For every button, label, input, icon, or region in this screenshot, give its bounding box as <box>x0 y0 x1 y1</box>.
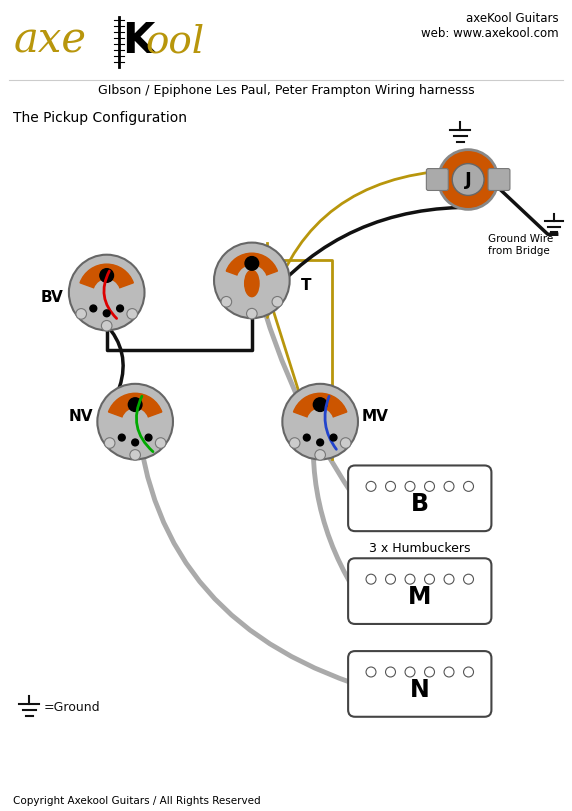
Circle shape <box>221 297 232 307</box>
Circle shape <box>128 398 142 411</box>
Text: Copyright Axekool Guitars / All Rights Reserved: Copyright Axekool Guitars / All Rights R… <box>13 796 261 806</box>
Text: NV: NV <box>68 410 93 424</box>
Circle shape <box>315 449 325 460</box>
Wedge shape <box>293 393 347 417</box>
Text: =Ground: =Ground <box>43 701 100 714</box>
Text: ool: ool <box>146 24 205 61</box>
Circle shape <box>247 308 257 319</box>
Text: T: T <box>301 278 312 293</box>
Wedge shape <box>109 393 162 417</box>
Circle shape <box>127 309 137 320</box>
Circle shape <box>156 438 166 448</box>
Circle shape <box>132 439 138 446</box>
FancyBboxPatch shape <box>348 558 491 624</box>
Wedge shape <box>227 253 277 275</box>
Text: Ground Wire
from Bridge: Ground Wire from Bridge <box>488 234 553 255</box>
Text: 3 x Humbuckers: 3 x Humbuckers <box>369 542 471 555</box>
FancyBboxPatch shape <box>348 651 491 717</box>
Circle shape <box>76 309 86 320</box>
Circle shape <box>100 268 113 282</box>
Circle shape <box>452 164 484 195</box>
Circle shape <box>330 434 337 441</box>
Circle shape <box>444 482 454 491</box>
Circle shape <box>104 310 110 317</box>
Circle shape <box>130 449 141 460</box>
Circle shape <box>90 305 97 312</box>
Text: M: M <box>408 585 431 609</box>
Text: B: B <box>411 492 429 517</box>
Circle shape <box>289 438 300 448</box>
Circle shape <box>117 305 124 312</box>
Text: K: K <box>122 20 154 62</box>
Circle shape <box>463 574 474 584</box>
Ellipse shape <box>245 270 259 297</box>
Circle shape <box>145 434 152 441</box>
Circle shape <box>386 667 395 677</box>
FancyBboxPatch shape <box>348 466 491 531</box>
Text: BV: BV <box>41 290 63 305</box>
Circle shape <box>245 256 259 270</box>
FancyBboxPatch shape <box>426 169 448 191</box>
Circle shape <box>386 574 395 584</box>
Circle shape <box>317 439 324 446</box>
Circle shape <box>118 434 125 441</box>
Circle shape <box>463 667 474 677</box>
Circle shape <box>69 255 145 330</box>
Text: axeKool Guitars
web: www.axekool.com: axeKool Guitars web: www.axekool.com <box>421 12 559 40</box>
Circle shape <box>438 150 498 209</box>
Circle shape <box>424 482 435 491</box>
Circle shape <box>386 482 395 491</box>
Circle shape <box>424 667 435 677</box>
Circle shape <box>272 297 283 307</box>
Circle shape <box>313 398 327 411</box>
Circle shape <box>101 320 112 331</box>
Circle shape <box>405 574 415 584</box>
Circle shape <box>283 384 358 460</box>
Text: The Pickup Configuration: The Pickup Configuration <box>13 111 188 126</box>
Text: GIbson / Epiphone Les Paul, Peter Frampton Wiring harnesss: GIbson / Epiphone Les Paul, Peter Frampt… <box>98 84 474 97</box>
Circle shape <box>405 482 415 491</box>
Circle shape <box>366 574 376 584</box>
Text: J: J <box>465 170 471 188</box>
Circle shape <box>303 434 310 441</box>
Circle shape <box>366 482 376 491</box>
Circle shape <box>366 667 376 677</box>
Text: axe: axe <box>13 20 86 62</box>
Wedge shape <box>80 264 133 288</box>
FancyBboxPatch shape <box>488 169 510 191</box>
Circle shape <box>463 482 474 491</box>
Circle shape <box>97 384 173 460</box>
Circle shape <box>405 667 415 677</box>
Circle shape <box>214 242 289 318</box>
Text: MV: MV <box>362 410 388 424</box>
Circle shape <box>444 574 454 584</box>
Circle shape <box>424 574 435 584</box>
Text: N: N <box>410 678 430 702</box>
Circle shape <box>104 438 115 448</box>
Circle shape <box>444 667 454 677</box>
Circle shape <box>340 438 351 448</box>
